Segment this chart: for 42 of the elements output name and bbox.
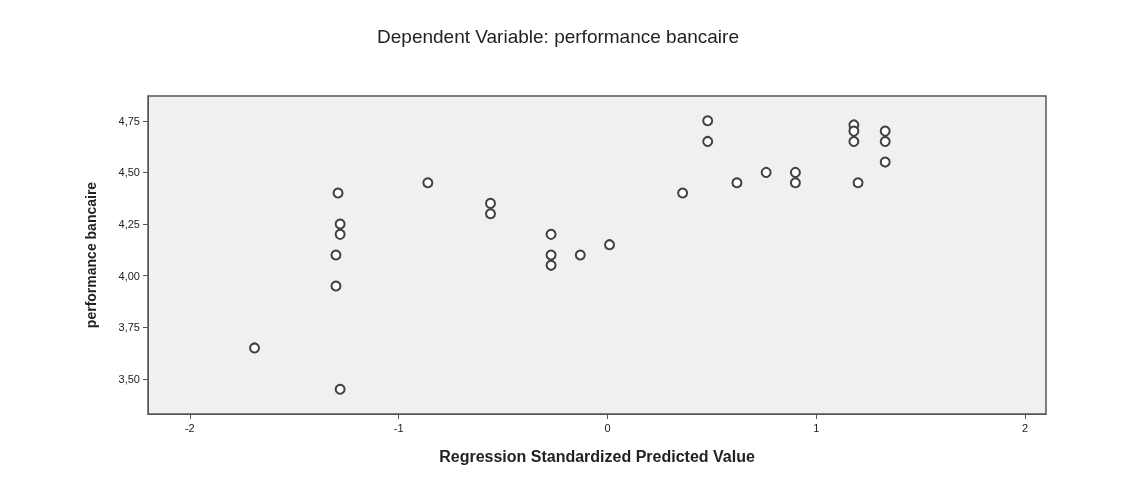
x-axis-title: Regression Standardized Predicted Value xyxy=(439,447,755,465)
x-tick-label: 1 xyxy=(813,421,820,434)
point xyxy=(332,187,344,199)
point xyxy=(485,197,496,209)
point xyxy=(334,228,346,240)
y-axis-title: performance bancaire xyxy=(83,181,99,329)
point xyxy=(422,177,434,189)
point xyxy=(879,125,891,137)
y-tick-label: 4,00 xyxy=(118,269,140,282)
point xyxy=(574,249,586,261)
point xyxy=(604,239,616,251)
point xyxy=(848,125,860,137)
point xyxy=(879,135,891,147)
point xyxy=(485,208,496,220)
point xyxy=(249,342,261,354)
point xyxy=(848,135,860,147)
point xyxy=(702,115,714,127)
point xyxy=(677,187,689,199)
point xyxy=(545,259,557,271)
x-tick-label: 2 xyxy=(1022,421,1029,434)
y-tick-label: 4,25 xyxy=(118,218,140,231)
point xyxy=(334,218,346,230)
x-tick-label: 0 xyxy=(604,421,611,434)
point xyxy=(760,166,772,178)
y-tick-label: 4,75 xyxy=(118,114,140,127)
point xyxy=(330,249,342,261)
chart-title: Dependent Variable: performance bancaire xyxy=(377,26,739,47)
point xyxy=(879,156,891,168)
y-tick-label: 3,50 xyxy=(118,372,140,385)
point xyxy=(545,228,557,240)
point xyxy=(334,383,346,395)
x-tick-label: -2 xyxy=(184,421,195,434)
point xyxy=(852,177,864,189)
point xyxy=(731,177,743,189)
x-tick-label: -1 xyxy=(393,421,404,434)
point xyxy=(545,249,557,261)
point xyxy=(789,166,801,178)
point xyxy=(702,135,714,147)
y-tick-label: 3,75 xyxy=(118,321,140,334)
point xyxy=(330,280,342,292)
point xyxy=(789,177,801,189)
y-tick-label: 4,50 xyxy=(118,166,140,179)
